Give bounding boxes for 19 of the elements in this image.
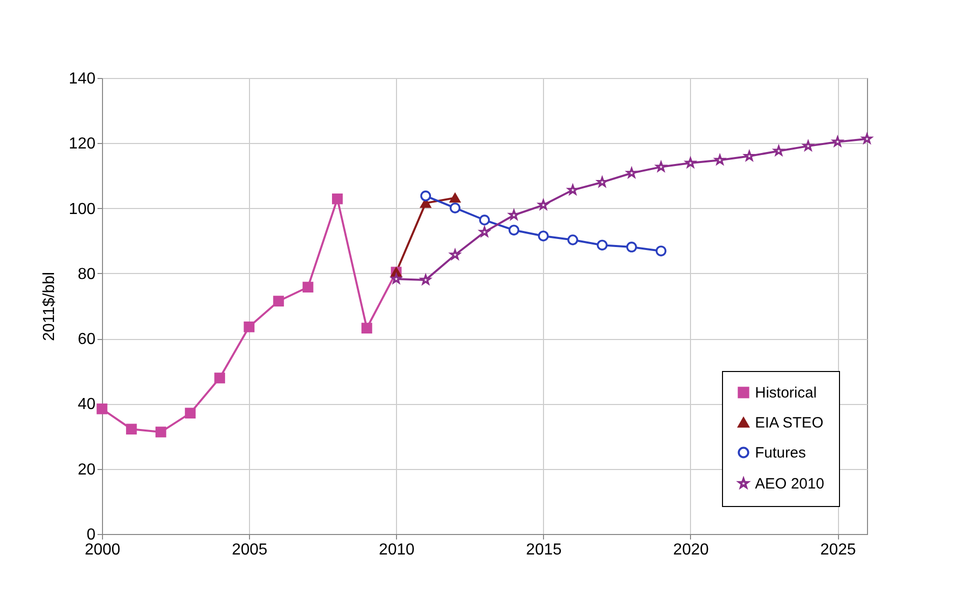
y-tick-label: 0 [86,526,96,544]
legend-label: Futures [755,444,806,462]
x-tick-label: 2000 [84,542,120,558]
x-tick-label: 2020 [673,542,709,558]
y-tick-label: 140 [68,70,96,88]
x-tick-label: 2005 [232,542,268,558]
y-tick-label: 100 [68,200,96,218]
legend-label: AEO 2010 [755,476,824,492]
y-tick-label: 120 [68,136,96,153]
x-tick-label: 2015 [526,542,562,558]
y-tick-label: 80 [78,266,96,283]
legend-label: EIA STEO [755,414,824,432]
y-tick-label: 20 [78,461,96,478]
x-tick-label: 2025 [820,542,856,558]
y-tick-label: 40 [78,396,96,414]
y-tick-label: 60 [78,331,96,348]
y-axis-title: 2011$/bbl [40,272,58,342]
legend-label: Historical [755,384,817,402]
x-tick-label: 2010 [378,542,415,558]
